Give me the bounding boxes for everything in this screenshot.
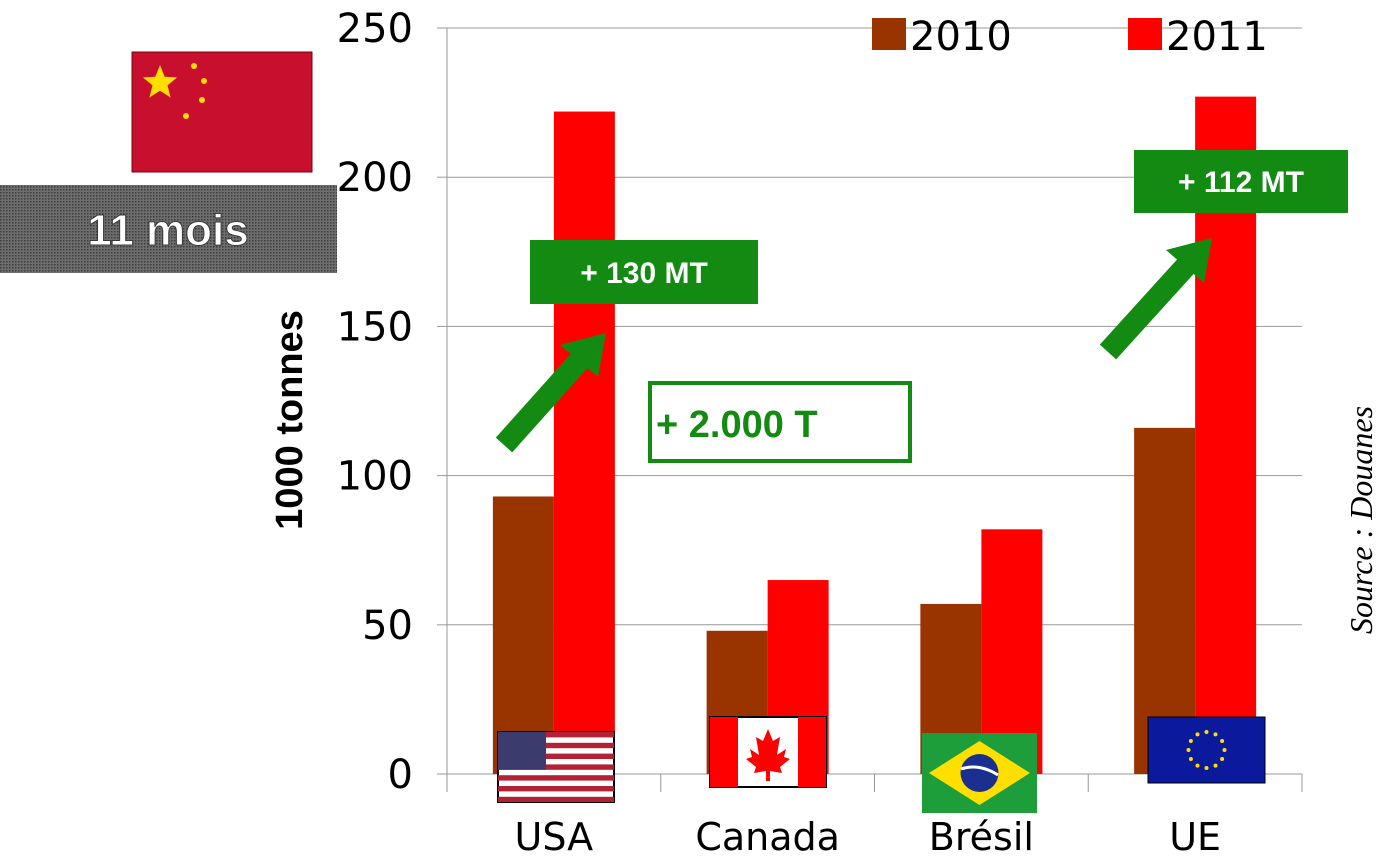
bar-usa-2011 bbox=[553, 111, 615, 774]
ue-increase-label: + 112 MT bbox=[1178, 166, 1304, 199]
y-tick-label: 50 bbox=[362, 603, 413, 649]
canada-flag-icon bbox=[709, 716, 827, 788]
usa-increase-annotation: + 130 MT bbox=[495, 240, 758, 453]
ue-arrow-icon bbox=[1099, 258, 1195, 360]
x-category-label: Brésil bbox=[929, 815, 1034, 859]
canada-increase-label: + 2.000 T bbox=[656, 404, 818, 446]
bar-ue-2010 bbox=[1134, 427, 1196, 774]
source-note: Source : Douanes bbox=[1343, 406, 1378, 634]
y-tick-label: 150 bbox=[337, 304, 413, 350]
ue-increase-annotation: + 112 MT bbox=[1099, 150, 1348, 360]
y-tick-label: 0 bbox=[388, 752, 413, 798]
usa-arrow-icon bbox=[495, 352, 589, 453]
bar-usa-2010 bbox=[492, 496, 554, 774]
legend-swatch-2010 bbox=[872, 18, 906, 50]
legend-label-2011: 2011 bbox=[1166, 14, 1268, 60]
canada-increase-annotation: + 2.000 T bbox=[648, 381, 912, 463]
x-category-label: USA bbox=[515, 815, 594, 859]
y-axis-label: 1000 tonnes bbox=[269, 310, 311, 530]
brazil-flag-icon bbox=[922, 733, 1037, 813]
y-tick-label: 100 bbox=[337, 454, 413, 500]
y-tick-labels: 0 50 100 150 200 250 bbox=[337, 6, 413, 798]
period-badge-label: 11 mois bbox=[87, 206, 248, 255]
category-labels: USA Canada Brésil UE bbox=[515, 815, 1221, 859]
china-flag-icon bbox=[131, 51, 313, 173]
eu-flag-icon bbox=[1147, 716, 1266, 784]
y-tick-label: 200 bbox=[337, 155, 413, 201]
usa-increase-label: + 130 MT bbox=[580, 257, 708, 290]
legend: 2010 2011 bbox=[872, 14, 1268, 60]
y-tick-label: 250 bbox=[337, 6, 413, 52]
x-category-label: UE bbox=[1169, 815, 1221, 859]
legend-label-2010: 2010 bbox=[910, 14, 1012, 60]
period-badge: 11 mois bbox=[0, 185, 337, 273]
x-category-label: Canada bbox=[695, 815, 840, 859]
usa-flag-icon bbox=[497, 731, 615, 803]
legend-swatch-2011 bbox=[1128, 18, 1162, 50]
